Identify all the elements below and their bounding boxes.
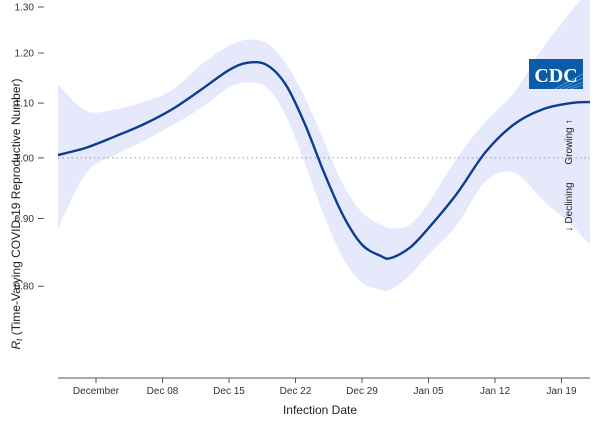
confidence-band-layer bbox=[58, 0, 590, 292]
cdc-logo-text: CDC bbox=[534, 65, 577, 87]
x-tick-label: Dec 15 bbox=[213, 386, 245, 397]
y-tick-label: 1.30 bbox=[15, 3, 35, 14]
x-axis-ticks: December Dec 08 Dec 15 Dec 22 Dec 29 Jan 05 Ja… bbox=[73, 378, 577, 397]
declining-label: ↓ Declining bbox=[564, 182, 575, 231]
x-axis-title: Infection Date bbox=[283, 403, 357, 417]
confidence-band bbox=[58, 0, 590, 292]
cdc-logo: CDC bbox=[529, 59, 584, 90]
y-tick-label: 1.10 bbox=[15, 99, 35, 110]
y-axis-title-r: R bbox=[9, 340, 23, 349]
x-tick-label: Dec 08 bbox=[147, 386, 179, 397]
x-tick-label: Jan 19 bbox=[546, 386, 576, 397]
y-tick-label: 1.20 bbox=[15, 49, 35, 60]
growing-text: Growing bbox=[564, 127, 575, 164]
x-tick-label: Dec 29 bbox=[346, 386, 378, 397]
cdc-logo-background bbox=[529, 59, 583, 89]
cdc-logo-swoosh bbox=[554, 73, 584, 90]
declining-arrow: ↓ bbox=[564, 227, 575, 232]
x-tick-label: Jan 12 bbox=[480, 386, 510, 397]
y-tick-label: 0.90 bbox=[15, 214, 35, 225]
y-axis-title: Rt (Time-Varying COVID-19 Reproductive N… bbox=[9, 79, 24, 350]
y-tick-label: 1.00 bbox=[15, 153, 35, 164]
y-axis-title-rest: (Time-Varying COVID-19 Reproductive Numb… bbox=[9, 79, 23, 339]
growing-annotation: Growing ↑ bbox=[564, 119, 575, 164]
x-tick-label: Dec 22 bbox=[280, 386, 312, 397]
declining-text: Declining bbox=[564, 182, 575, 223]
x-tick-label: December bbox=[73, 386, 120, 397]
y-axis-title-sub: t bbox=[15, 338, 24, 341]
declining-annotation: ↓ Declining bbox=[564, 182, 575, 231]
x-tick-label: Jan 05 bbox=[413, 386, 443, 397]
growing-label: Growing ↑ bbox=[564, 119, 575, 164]
rt-estimate-line bbox=[58, 60, 590, 260]
y-tick-label: 0.80 bbox=[15, 282, 35, 293]
growing-arrow: ↑ bbox=[564, 119, 575, 124]
series-line-layer bbox=[58, 60, 590, 260]
y-axis-ticks: 0.80 0.90 1.00 1.10 1.20 1.30 bbox=[15, 3, 44, 293]
